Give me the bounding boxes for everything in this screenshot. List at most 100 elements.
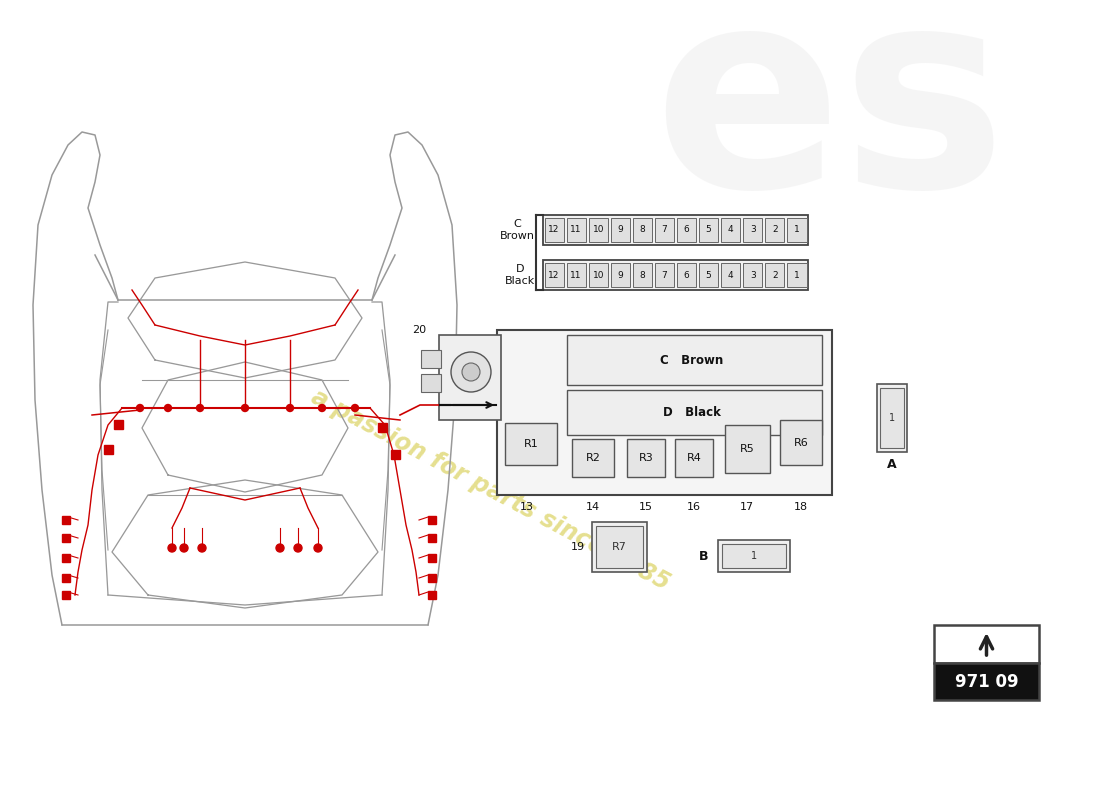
Text: 7: 7 bbox=[661, 226, 668, 234]
Text: 8: 8 bbox=[639, 270, 646, 279]
Bar bbox=[572, 439, 614, 477]
Text: 13: 13 bbox=[520, 502, 534, 512]
Text: 5: 5 bbox=[706, 226, 712, 234]
Circle shape bbox=[180, 544, 188, 552]
Bar bbox=[610, 218, 630, 242]
Text: 1: 1 bbox=[794, 270, 800, 279]
Bar bbox=[566, 390, 822, 435]
Circle shape bbox=[286, 405, 294, 411]
Circle shape bbox=[294, 544, 302, 552]
Text: 5: 5 bbox=[706, 270, 712, 279]
Text: R4: R4 bbox=[686, 453, 702, 463]
Circle shape bbox=[451, 352, 491, 392]
Circle shape bbox=[165, 405, 172, 411]
Bar bbox=[592, 522, 647, 572]
Text: 7: 7 bbox=[661, 270, 668, 279]
Text: 10: 10 bbox=[593, 270, 604, 279]
Bar bbox=[428, 534, 436, 542]
Bar bbox=[676, 263, 696, 287]
Text: D
Black: D Black bbox=[505, 264, 535, 286]
Text: B: B bbox=[700, 550, 708, 562]
Bar bbox=[104, 445, 113, 454]
Bar bbox=[744, 263, 762, 287]
Text: a passion for parts since 1985: a passion for parts since 1985 bbox=[307, 385, 673, 595]
Bar bbox=[627, 439, 666, 477]
Text: R6: R6 bbox=[793, 438, 808, 448]
Text: es: es bbox=[653, 0, 1006, 245]
Text: 16: 16 bbox=[688, 502, 701, 512]
Circle shape bbox=[168, 544, 176, 552]
Bar bbox=[718, 540, 790, 572]
Circle shape bbox=[276, 544, 284, 552]
Bar bbox=[566, 218, 585, 242]
Text: 9: 9 bbox=[617, 270, 624, 279]
Bar bbox=[421, 350, 441, 368]
Bar bbox=[610, 263, 630, 287]
Bar bbox=[654, 263, 674, 287]
Text: 20: 20 bbox=[411, 325, 426, 335]
Bar bbox=[632, 218, 652, 242]
Text: 971 09: 971 09 bbox=[955, 673, 1019, 691]
Text: 11: 11 bbox=[571, 270, 582, 279]
Text: 2: 2 bbox=[772, 226, 778, 234]
Bar bbox=[766, 218, 784, 242]
Text: 6: 6 bbox=[684, 270, 690, 279]
Bar bbox=[505, 423, 557, 465]
Text: R5: R5 bbox=[739, 444, 755, 454]
Bar bbox=[439, 335, 500, 420]
Bar bbox=[934, 663, 1040, 700]
Circle shape bbox=[198, 544, 206, 552]
Text: 12: 12 bbox=[549, 270, 560, 279]
Bar bbox=[722, 544, 786, 568]
Bar bbox=[62, 554, 70, 562]
Bar bbox=[62, 534, 70, 542]
Text: 8: 8 bbox=[639, 226, 646, 234]
Text: 14: 14 bbox=[586, 502, 601, 512]
Text: 4: 4 bbox=[728, 226, 734, 234]
Text: R1: R1 bbox=[524, 439, 538, 449]
Bar bbox=[378, 423, 387, 432]
Text: R2: R2 bbox=[585, 453, 601, 463]
Text: 17: 17 bbox=[740, 502, 755, 512]
Bar bbox=[566, 263, 585, 287]
Text: 1: 1 bbox=[751, 551, 757, 561]
Circle shape bbox=[197, 405, 204, 411]
Text: 1: 1 bbox=[794, 226, 800, 234]
Bar bbox=[544, 263, 563, 287]
Bar bbox=[428, 554, 436, 562]
Bar bbox=[766, 263, 784, 287]
Circle shape bbox=[319, 405, 326, 411]
Bar bbox=[114, 420, 123, 429]
Circle shape bbox=[242, 405, 249, 411]
Bar bbox=[675, 439, 713, 477]
Text: 9: 9 bbox=[617, 226, 624, 234]
Bar bbox=[544, 218, 563, 242]
Text: D   Black: D Black bbox=[663, 406, 720, 419]
Circle shape bbox=[462, 363, 480, 381]
Text: 4: 4 bbox=[728, 270, 734, 279]
Circle shape bbox=[352, 405, 359, 411]
Bar bbox=[676, 218, 696, 242]
Text: 19: 19 bbox=[571, 542, 585, 552]
Text: C
Brown: C Brown bbox=[500, 219, 535, 241]
Circle shape bbox=[314, 544, 322, 552]
Circle shape bbox=[136, 405, 143, 411]
Bar bbox=[62, 516, 70, 524]
Bar bbox=[428, 516, 436, 524]
Bar bbox=[543, 215, 808, 245]
Bar bbox=[780, 420, 822, 465]
Bar bbox=[744, 218, 762, 242]
Text: R3: R3 bbox=[639, 453, 653, 463]
Bar bbox=[654, 218, 674, 242]
Bar bbox=[700, 218, 718, 242]
Text: 6: 6 bbox=[684, 226, 690, 234]
Text: 18: 18 bbox=[794, 502, 808, 512]
Text: 12: 12 bbox=[549, 226, 560, 234]
Bar bbox=[788, 218, 806, 242]
Bar bbox=[62, 591, 70, 599]
Text: 1: 1 bbox=[889, 413, 895, 423]
Text: 3: 3 bbox=[750, 270, 756, 279]
Text: 3: 3 bbox=[750, 226, 756, 234]
Bar bbox=[722, 263, 740, 287]
Bar bbox=[788, 263, 806, 287]
